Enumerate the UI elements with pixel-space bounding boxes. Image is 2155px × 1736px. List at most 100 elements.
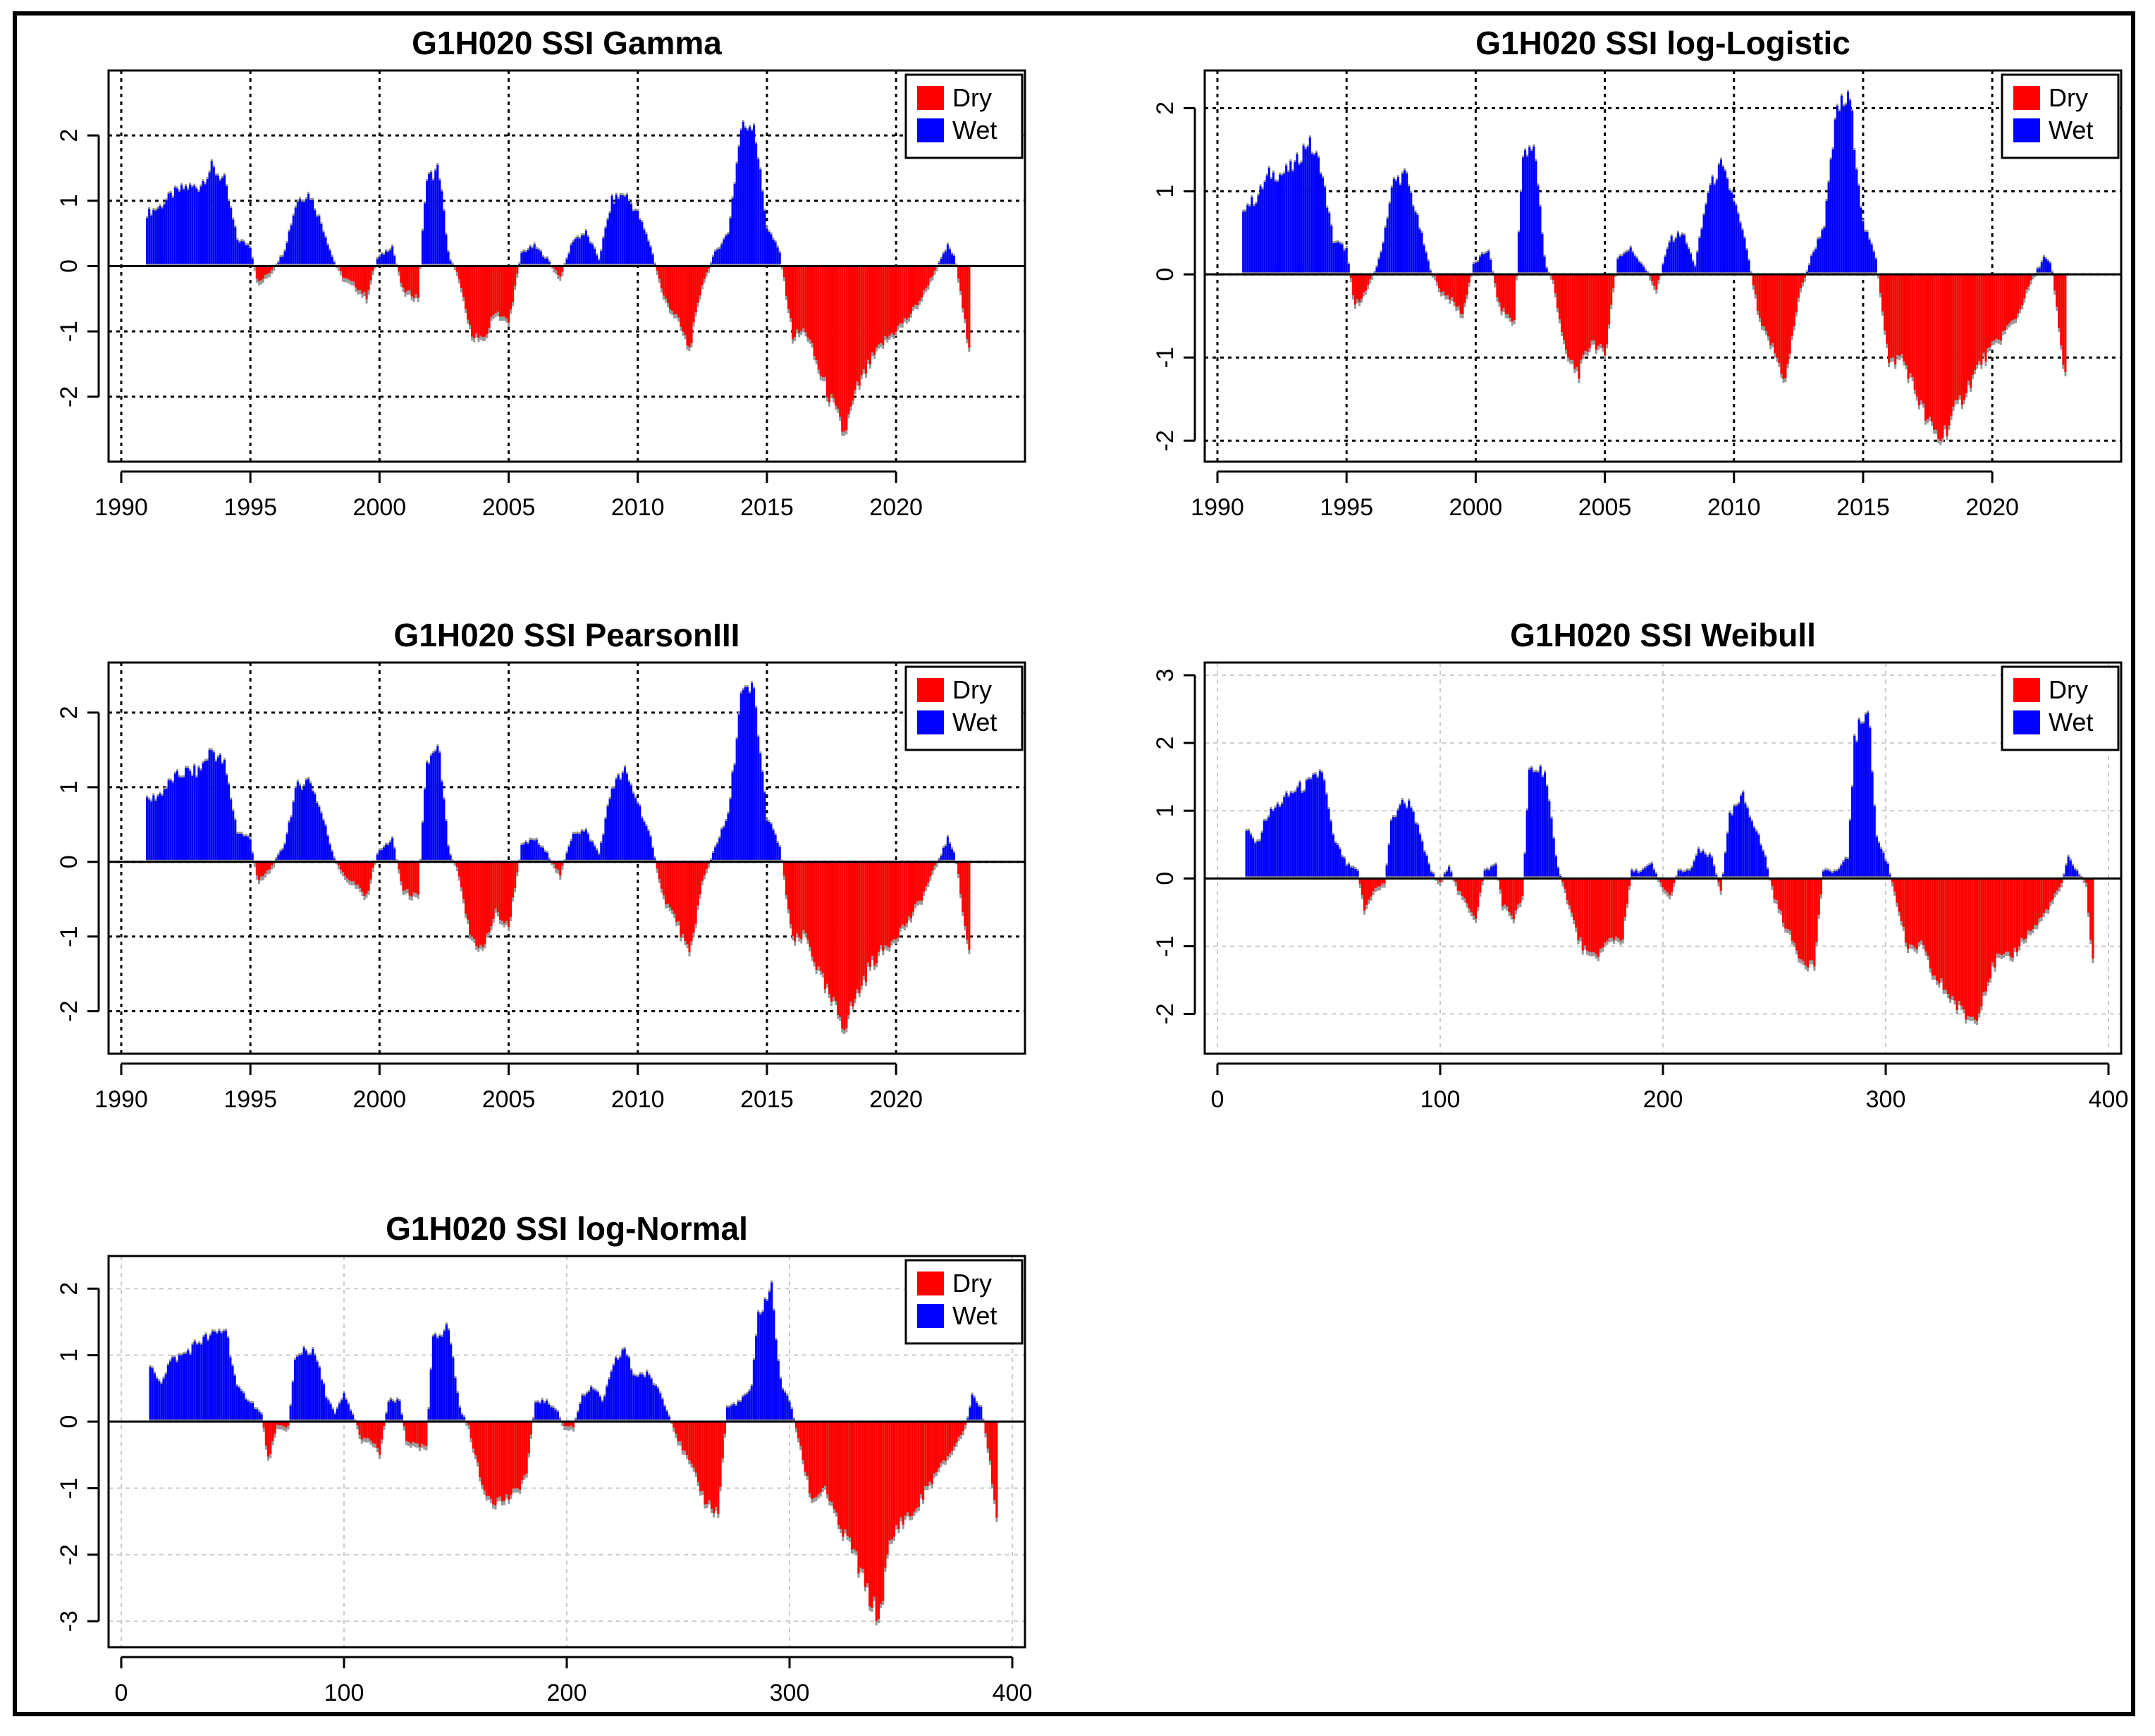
bar-wet	[242, 836, 245, 860]
bar-wet	[1249, 835, 1252, 877]
bar-wet	[565, 259, 568, 264]
y-tick-label: -1	[56, 1477, 82, 1498]
bar-dry	[1909, 274, 1912, 374]
bar-dry	[1459, 878, 1461, 892]
bar-wet	[746, 687, 749, 860]
bar-wet	[1406, 173, 1408, 273]
bar-wet	[291, 1382, 294, 1420]
bar-dry	[933, 266, 936, 271]
bar-wet	[1860, 723, 1862, 877]
bar-wet	[1860, 207, 1862, 273]
bar-wet	[312, 1349, 314, 1420]
bar-wet	[146, 218, 149, 264]
bar-dry	[1468, 274, 1471, 283]
bar-wet	[1741, 230, 1744, 273]
bar-dry	[2021, 274, 2024, 306]
bar-wet	[1537, 185, 1540, 273]
bar-wet	[646, 1372, 649, 1420]
bar-wet	[1419, 834, 1422, 877]
bar-dry	[830, 266, 833, 395]
bar-dry	[1994, 878, 1996, 968]
bar-dry	[1506, 878, 1509, 907]
bar-dry	[1475, 878, 1478, 919]
bar-wet	[1543, 257, 1546, 273]
bar-wet	[165, 789, 168, 860]
bar-dry	[2051, 878, 2054, 900]
bar-wet	[1700, 853, 1702, 877]
bar-dry	[946, 1422, 949, 1456]
bar-dry	[1455, 274, 1458, 307]
bar-wet	[1247, 830, 1250, 877]
bar-wet	[1492, 866, 1495, 877]
bar-wet	[1704, 854, 1707, 877]
bar-trace	[570, 1422, 572, 1430]
bar-trace	[670, 1422, 673, 1424]
bar-dry	[2064, 274, 2067, 372]
bar-wet	[1648, 865, 1651, 877]
bar-wet	[167, 193, 170, 264]
bar-dry	[1881, 274, 1884, 312]
bar-dry	[255, 266, 258, 279]
bar-dry	[367, 266, 370, 290]
bar-wet	[1688, 870, 1691, 877]
bar-dry	[701, 1422, 704, 1491]
bar-wet	[231, 1366, 234, 1420]
bar-wet	[189, 184, 192, 264]
bar-wet	[966, 1418, 969, 1420]
bar-wet	[1823, 228, 1826, 273]
bar-dry	[346, 861, 349, 879]
bar-dry	[1468, 878, 1471, 909]
bar-trace	[964, 1422, 967, 1429]
bar-wet	[1616, 259, 1619, 273]
bar-dry	[508, 1422, 510, 1500]
bar-wet	[396, 1399, 399, 1420]
bar-dry	[408, 861, 411, 896]
x-tick-label: 100	[1420, 1086, 1461, 1113]
bar-dry	[692, 266, 695, 323]
bar-dry	[357, 266, 360, 290]
bar-wet	[1300, 162, 1303, 273]
bar-wet	[1550, 818, 1553, 877]
bar-wet	[663, 1406, 666, 1420]
bar-dry	[955, 1422, 958, 1443]
bar-dry	[669, 861, 672, 907]
bar-dry	[278, 1422, 281, 1425]
bar-wet	[1693, 861, 1695, 877]
bar-dry	[677, 861, 680, 922]
bar-dry	[1623, 878, 1626, 917]
bar-wet	[1694, 266, 1697, 273]
bar-wet	[195, 1344, 198, 1420]
bar-trace	[253, 266, 256, 271]
bar-trace	[653, 262, 656, 266]
bar-trace	[563, 859, 566, 862]
bar-wet	[1625, 252, 1628, 273]
bar-wet	[202, 1336, 205, 1420]
bar-wet	[720, 829, 723, 860]
bar-dry	[821, 861, 824, 974]
bar-wet	[245, 1399, 247, 1420]
bar-wet	[718, 248, 721, 264]
bar-dry	[860, 861, 863, 986]
bar-wet	[1289, 161, 1292, 273]
bar-dry	[570, 1422, 572, 1426]
bar-dry	[794, 861, 797, 942]
bar-wet	[1476, 261, 1479, 273]
bar-dry	[895, 266, 897, 332]
bar-wet	[320, 813, 323, 860]
bar-wet	[324, 238, 327, 264]
legend-label-wet: Wet	[952, 708, 997, 737]
bar-dry	[1793, 878, 1795, 943]
bar-dry	[469, 266, 472, 326]
bar-wet	[1815, 249, 1817, 273]
bar-wet	[596, 850, 598, 860]
bar-trace	[1891, 878, 1894, 887]
bar-dry	[1671, 878, 1674, 892]
bar-trace	[395, 859, 398, 862]
bar-wet	[742, 1396, 744, 1420]
bar-dry	[1592, 878, 1595, 952]
bar-wet	[447, 252, 450, 264]
bar-dry	[925, 861, 928, 887]
bar-wet	[247, 245, 250, 264]
bar-wet	[1864, 231, 1867, 273]
bar-wet	[639, 220, 641, 264]
